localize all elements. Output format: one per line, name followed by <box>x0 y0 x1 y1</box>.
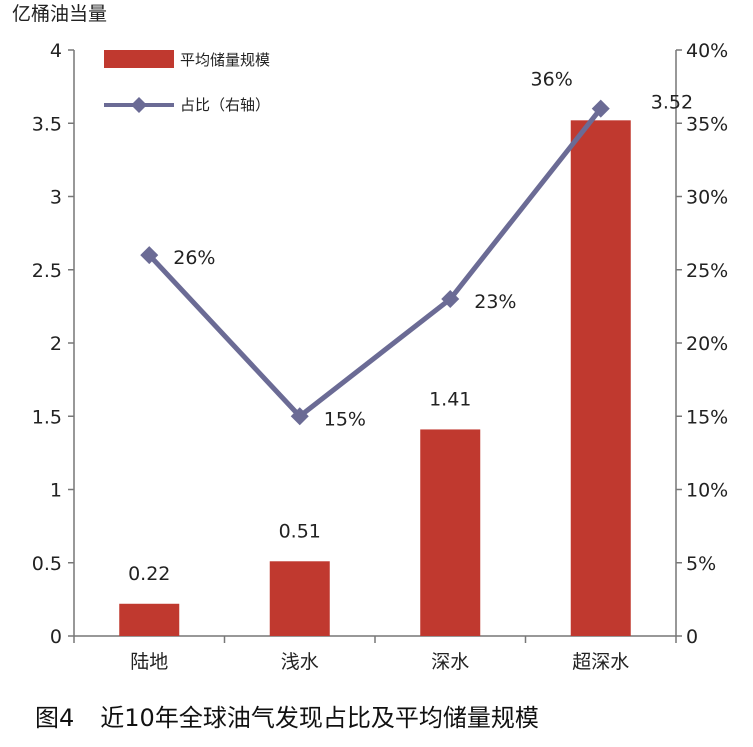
right-tick-label: 5% <box>686 553 716 575</box>
right-tick-label: 20% <box>686 333 728 355</box>
axes: 0 0 0.5 5% 1 10% 1.5 15% 2 20% 2.5 25% 3 30% 3.5 35% 4 40… <box>32 40 728 673</box>
bar-series <box>119 120 631 636</box>
line-value-label: 36% <box>531 69 573 91</box>
legend: 平均储量规模 占比（右轴） <box>104 50 270 114</box>
series-line <box>147 107 603 419</box>
line-series <box>140 99 610 426</box>
line-point <box>290 407 309 426</box>
legend-bar-swatch <box>104 50 174 68</box>
bar <box>420 429 481 636</box>
figure-number: 图4 <box>35 704 75 732</box>
right-tick-label: 40% <box>686 40 728 62</box>
right-tick-label: 35% <box>686 113 728 135</box>
bar-value-label: 0.22 <box>128 563 170 585</box>
right-tick-label: 10% <box>686 480 728 502</box>
legend-line-marker <box>131 97 147 113</box>
left-tick-label: 2 <box>50 333 62 355</box>
right-tick-label: 0 <box>686 626 698 648</box>
line-point <box>441 290 460 309</box>
bar-value-label: 3.52 <box>651 91 693 113</box>
left-tick-label: 1 <box>50 480 62 502</box>
legend-bar-label: 平均储量规模 <box>180 51 270 69</box>
left-axis-unit-label: 亿桶油当量 <box>12 3 107 25</box>
x-tick-label: 超深水 <box>572 651 629 673</box>
legend-line-label: 占比（右轴） <box>180 96 270 114</box>
x-tick-label: 深水 <box>431 651 469 673</box>
x-tick-label: 陆地 <box>130 651 168 673</box>
bar-value-label: 1.41 <box>429 388 471 410</box>
line-value-label: 23% <box>474 291 516 313</box>
figure-title: 近10年全球油气发现占比及平均储量规模 <box>100 704 539 732</box>
line-point <box>591 99 610 118</box>
line-value-label: 26% <box>173 247 215 269</box>
bar <box>119 603 180 636</box>
left-tick-label: 3 <box>50 187 62 209</box>
data-labels: 0.22 0.51 1.41 3.52 26% 15% 23% 36% <box>128 69 693 585</box>
right-tick-label: 30% <box>686 187 728 209</box>
left-tick-label: 2.5 <box>32 260 62 282</box>
bar-value-label: 0.51 <box>279 520 321 542</box>
line-value-label: 15% <box>324 408 366 430</box>
right-tick-label: 25% <box>686 260 728 282</box>
bar <box>570 120 631 636</box>
left-tick-label: 0.5 <box>32 553 62 575</box>
x-tick-label: 浅水 <box>281 651 319 673</box>
right-tick-label: 15% <box>686 406 728 428</box>
left-tick-label: 3.5 <box>32 113 62 135</box>
left-tick-label: 0 <box>50 626 62 648</box>
left-tick-label: 1.5 <box>32 406 62 428</box>
figure-caption: 图4 近10年全球油气发现占比及平均储量规模 <box>35 698 539 733</box>
line-point <box>140 246 159 265</box>
combo-chart: 亿桶油当量 0 0 0.5 5% 1 10% 1.5 15% 2 20% 2.5 25% 3 30% 3.5… <box>12 3 728 673</box>
bar <box>269 561 330 636</box>
left-tick-label: 4 <box>50 40 62 62</box>
